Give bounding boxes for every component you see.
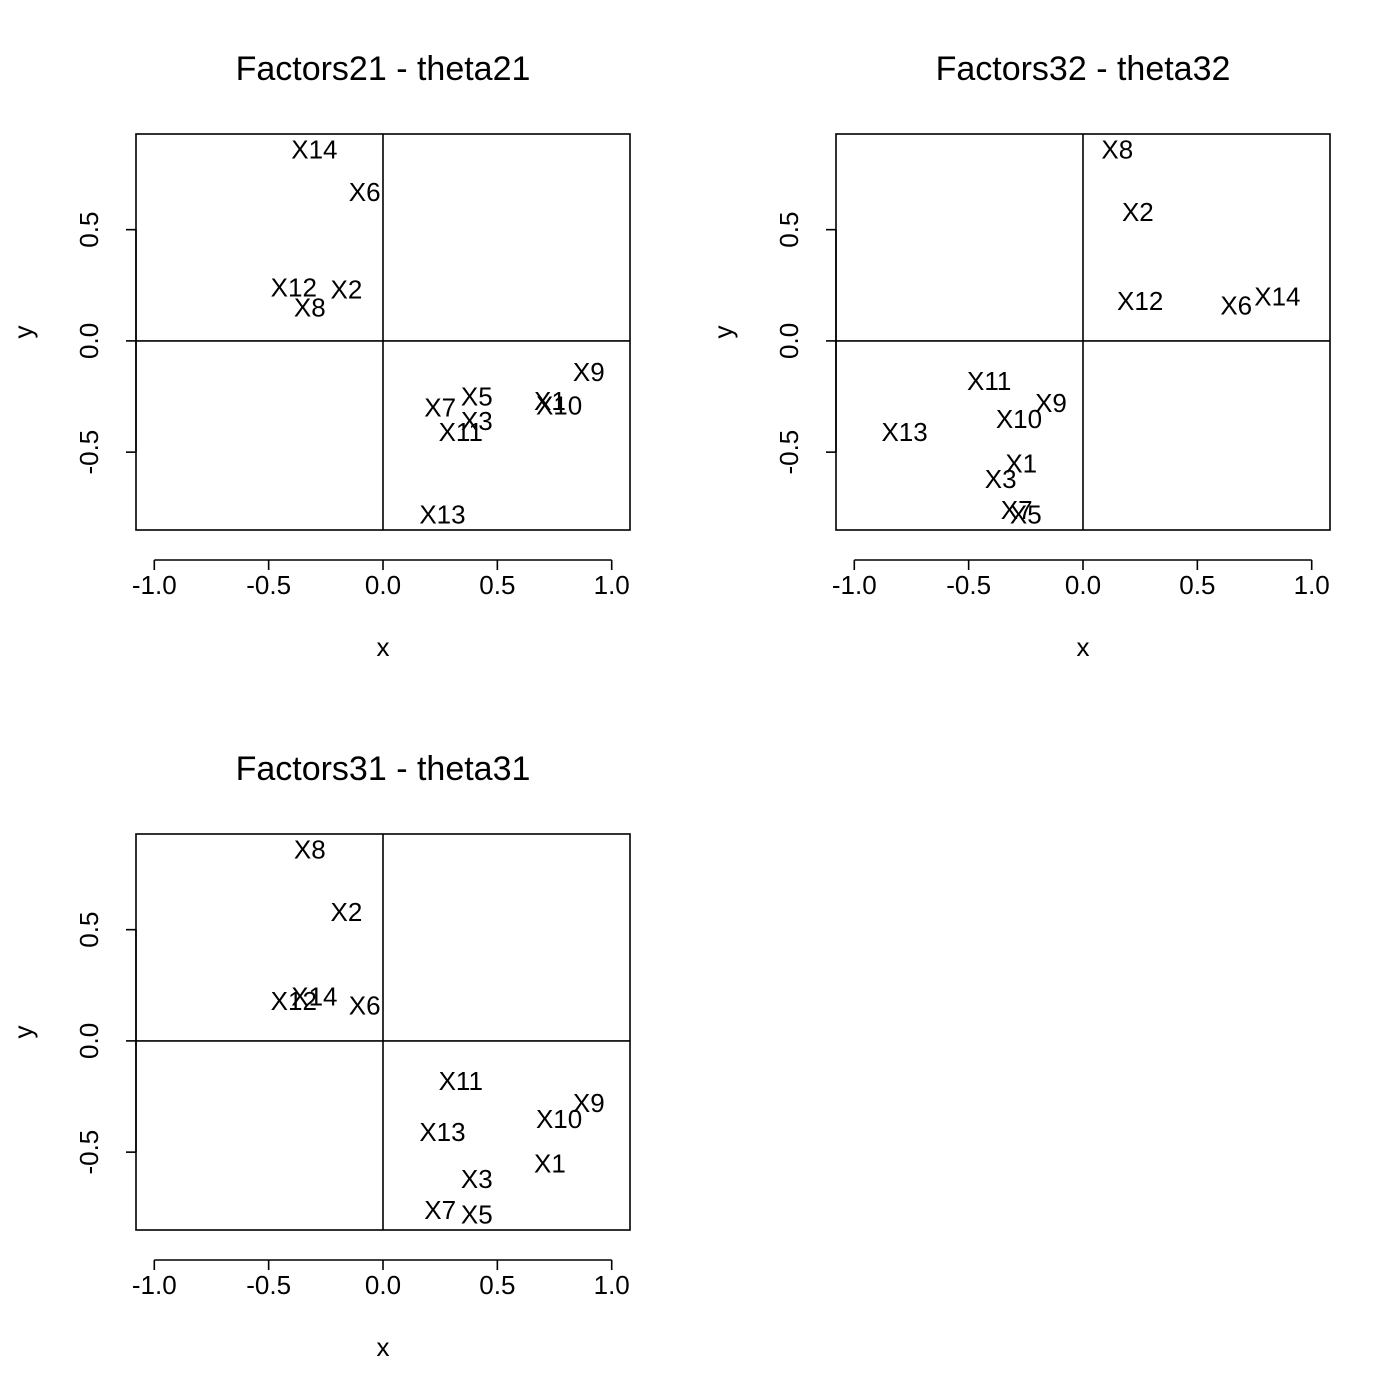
point-label-x10: X10 xyxy=(996,404,1042,434)
y-axis-label: y xyxy=(8,326,38,339)
point-label-x6: X6 xyxy=(349,990,381,1020)
point-label-x3: X3 xyxy=(461,406,493,436)
chart-title: Factors31 - theta31 xyxy=(236,750,531,788)
y-tick-label: -0.5 xyxy=(774,430,804,475)
x-tick-label: 0.0 xyxy=(365,1270,401,1300)
y-tick-label: -0.5 xyxy=(74,430,104,475)
chart-title: Factors32 - theta32 xyxy=(936,50,1231,88)
point-label-x9: X9 xyxy=(1035,388,1067,418)
x-tick-label: -0.5 xyxy=(946,570,991,600)
point-label-x5: X5 xyxy=(461,382,493,412)
x-tick-label: 1.0 xyxy=(1294,570,1330,600)
point-label-x5: X5 xyxy=(461,1199,493,1229)
x-tick-label: 0.0 xyxy=(365,570,401,600)
point-label-x11: X11 xyxy=(439,417,483,447)
point-label-x5: X5 xyxy=(1010,499,1042,529)
x-tick-label: 0.5 xyxy=(1179,570,1215,600)
x-axis-label: x xyxy=(377,1332,390,1362)
point-label-x13: X13 xyxy=(419,499,465,529)
point-label-x10: X10 xyxy=(536,1104,582,1134)
chart-title: Factors21 - theta21 xyxy=(236,50,531,88)
point-label-x11: X11 xyxy=(439,1066,483,1096)
x-tick-label: -0.5 xyxy=(246,570,291,600)
x-axis-label: x xyxy=(377,632,390,662)
point-label-x7: X7 xyxy=(1001,495,1033,525)
x-tick-label: -1.0 xyxy=(132,570,177,600)
point-label-x1: X1 xyxy=(534,386,566,416)
point-label-x1: X1 xyxy=(1005,448,1037,478)
x-tick-label: -1.0 xyxy=(832,570,877,600)
y-tick-label: 0.0 xyxy=(74,323,104,359)
x-tick-label: -0.5 xyxy=(246,1270,291,1300)
x-tick-label: -1.0 xyxy=(132,1270,177,1300)
y-tick-label: 0.5 xyxy=(774,212,804,248)
scatter-panel-3: Factors31 - theta31 -1.0 -0.5 0.0 0.5 1.0 x -0.… xyxy=(8,750,631,1362)
point-label-x12: X12 xyxy=(1117,286,1163,316)
x-tick-label: 0.5 xyxy=(479,1270,515,1300)
point-label-x12: X12 xyxy=(271,986,317,1016)
y-tick-label: 0.5 xyxy=(74,912,104,948)
x-axis-label: x xyxy=(1077,632,1090,662)
point-label-x3: X3 xyxy=(461,1164,493,1194)
point-label-x8: X8 xyxy=(294,293,326,323)
scatter-panel-2: Factors32 - theta32 -1.0 -0.5 0.0 0.5 1.0 x -0.… xyxy=(708,50,1331,662)
point-label-x14: X14 xyxy=(1254,281,1300,311)
point-label-x14: X14 xyxy=(291,981,337,1011)
point-label-x8: X8 xyxy=(1101,135,1133,165)
scatter-panel-1: Factors21 - theta21 -1.0 -0.5 0.0 0.5 1.0 x -0.… xyxy=(8,50,631,662)
x-tick-label: 1.0 xyxy=(594,1270,630,1300)
point-label-x9: X9 xyxy=(573,357,605,387)
point-label-x10: X10 xyxy=(536,390,582,420)
x-tick-label: 1.0 xyxy=(594,570,630,600)
point-label-x2: X2 xyxy=(331,275,363,305)
y-tick-label: -0.5 xyxy=(74,1130,104,1175)
point-label-x2: X2 xyxy=(1122,197,1154,227)
point-label-x13: X13 xyxy=(881,417,927,447)
point-label-x11: X11 xyxy=(967,366,1011,396)
point-label-x2: X2 xyxy=(331,897,363,927)
point-label-x14: X14 xyxy=(291,135,337,165)
x-tick-label: 0.0 xyxy=(1065,570,1101,600)
point-label-x9: X9 xyxy=(573,1088,605,1118)
point-label-x12: X12 xyxy=(271,273,317,303)
x-tick-label: 0.5 xyxy=(479,570,515,600)
point-label-x7: X7 xyxy=(424,393,456,423)
point-label-x8: X8 xyxy=(294,835,326,865)
y-axis-label: y xyxy=(708,326,738,339)
point-label-x13: X13 xyxy=(419,1117,465,1147)
point-label-x7: X7 xyxy=(424,1195,456,1225)
y-tick-label: 0.0 xyxy=(74,1023,104,1059)
point-label-x1: X1 xyxy=(534,1148,566,1178)
y-tick-label: 0.5 xyxy=(74,212,104,248)
y-tick-label: 0.0 xyxy=(774,323,804,359)
point-label-x3: X3 xyxy=(985,464,1017,494)
point-label-x6: X6 xyxy=(1220,290,1252,320)
point-label-x6: X6 xyxy=(349,177,381,207)
y-axis-label: y xyxy=(8,1026,38,1039)
